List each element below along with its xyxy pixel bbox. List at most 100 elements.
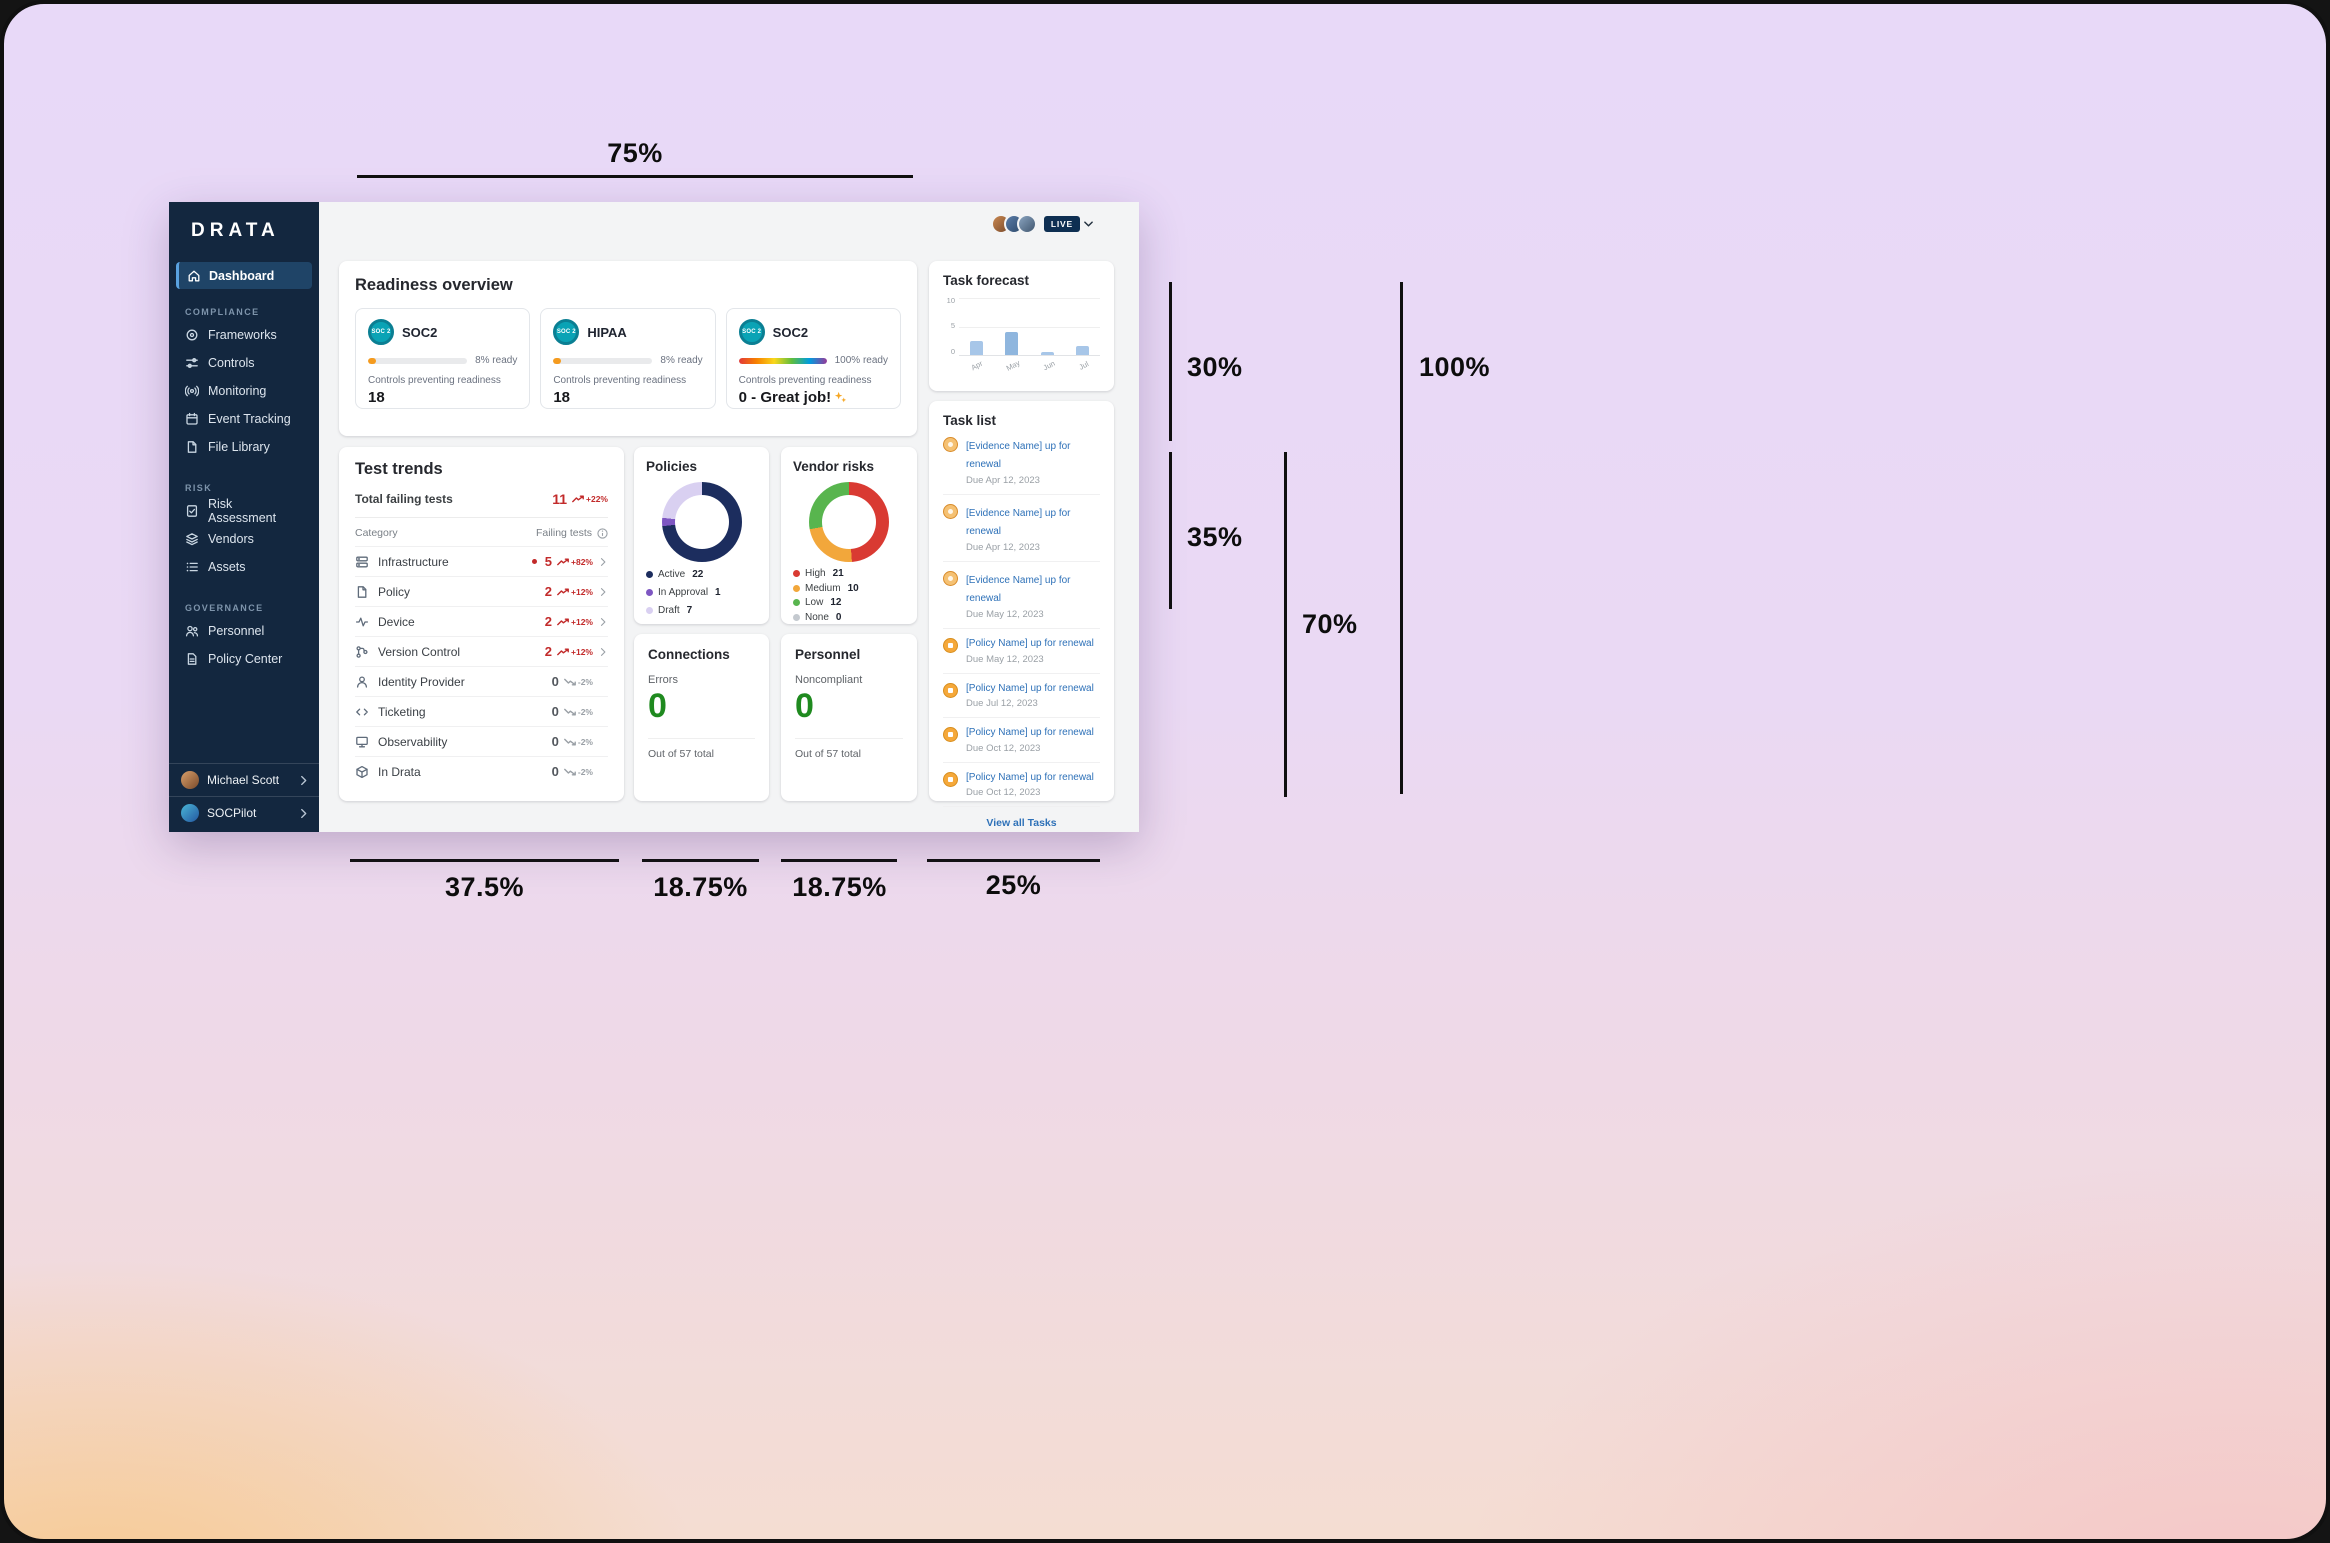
file-icon bbox=[187, 441, 197, 453]
task-link[interactable]: [Evidence Name] up for renewal bbox=[966, 441, 1071, 470]
legend-item-none: None 0 bbox=[793, 612, 905, 623]
table-row-infrastructure[interactable]: Infrastructure 5 +82% bbox=[355, 546, 608, 576]
dimension-line-30 bbox=[1169, 282, 1172, 441]
failing-count: 0 bbox=[551, 764, 559, 779]
policies-donut-chart bbox=[661, 482, 742, 562]
table-row-version-control[interactable]: Version Control 2 +12% bbox=[355, 636, 608, 666]
task-link[interactable]: [Evidence Name] up for renewal bbox=[966, 508, 1071, 537]
failing-count: 2 bbox=[544, 644, 553, 659]
bar bbox=[1075, 346, 1089, 355]
sidebar-section-compliance: COMPLIANCE bbox=[185, 307, 260, 317]
trend-down-icon bbox=[563, 768, 576, 775]
info-icon[interactable] bbox=[597, 527, 608, 539]
policy-icon bbox=[943, 727, 958, 742]
framework-card-soc2-ready[interactable]: SOC 2 SOC2 100% ready Controls preventin… bbox=[725, 308, 901, 409]
due-date: Due Oct 12, 2023 bbox=[966, 742, 1041, 754]
chevron-right-icon[interactable] bbox=[598, 646, 608, 657]
ready-percent-label: 8% ready bbox=[660, 355, 703, 366]
server-icon bbox=[356, 556, 368, 567]
trend-up-indicator: +12% bbox=[557, 587, 593, 597]
sidebar-item-frameworks[interactable]: Frameworks bbox=[169, 321, 319, 349]
sidebar-item-file-library[interactable]: File Library bbox=[169, 433, 319, 461]
file-icon bbox=[357, 585, 367, 598]
trend-down-indicator: -2% bbox=[563, 737, 593, 747]
task-link[interactable]: [Policy Name] up for renewal bbox=[966, 682, 1094, 694]
task-list-card: Task list [Evidence Name] up for renewal… bbox=[929, 401, 1114, 829]
table-row-observability[interactable]: Observability 0 -2% bbox=[355, 726, 608, 756]
chevron-right-icon[interactable] bbox=[598, 616, 608, 627]
card-title: Task list bbox=[943, 413, 997, 428]
sidebar-item-personnel[interactable]: Personnel bbox=[169, 617, 319, 645]
readiness-caption: Controls preventing readiness bbox=[553, 375, 687, 386]
code-icon bbox=[356, 708, 368, 715]
column-failing-tests: Failing tests bbox=[535, 527, 592, 539]
person-icon bbox=[356, 675, 368, 688]
framework-card-soc2[interactable]: SOC 2 SOC2 8% ready Controls preventing … bbox=[355, 308, 531, 409]
sliders-icon bbox=[186, 358, 198, 368]
sidebar-item-event-tracking[interactable]: Event Tracking bbox=[169, 405, 319, 433]
sidebar-item-controls[interactable]: Controls bbox=[169, 349, 319, 377]
sidebar-item-dashboard[interactable]: Dashboard bbox=[176, 262, 312, 289]
sidebar-item-assets[interactable]: Assets bbox=[169, 553, 319, 581]
socpilot-menu[interactable]: SOCPilot bbox=[169, 796, 319, 829]
test-trends-card: Test trends Total failing tests 11 +22% … bbox=[339, 447, 624, 801]
user-menu-michael-scott[interactable]: Michael Scott bbox=[169, 763, 319, 796]
due-date: Due May 12, 2023 bbox=[966, 653, 1044, 665]
task-link[interactable]: [Evidence Name] up for renewal bbox=[966, 575, 1071, 604]
legend-dot bbox=[793, 613, 800, 621]
chevron-down-icon[interactable] bbox=[1084, 221, 1093, 227]
table-row-identity-provider[interactable]: Identity Provider 0 -2% bbox=[355, 666, 608, 696]
sidebar-item-policy-center[interactable]: Policy Center bbox=[169, 645, 319, 673]
table-row-in-drata[interactable]: In Drata 0 -2% bbox=[355, 756, 608, 786]
bars bbox=[959, 298, 1100, 355]
trend-up-icon bbox=[557, 618, 569, 625]
main-content: LIVE Readiness overview SOC 2 SOC2 8% re… bbox=[319, 202, 1139, 832]
policies-card: Policies Active 22 In Approval 1 Draft 7 bbox=[634, 447, 769, 624]
policy-icon bbox=[943, 638, 958, 653]
sidebar-item-monitoring[interactable]: Monitoring bbox=[169, 377, 319, 405]
table-row-device[interactable]: Device 2 +12% bbox=[355, 606, 608, 636]
legend-dot bbox=[793, 570, 800, 577]
dimension-label-top: 75% bbox=[607, 138, 663, 168]
trend-down-icon bbox=[563, 678, 576, 685]
task-link[interactable]: [Policy Name] up for renewal bbox=[966, 638, 1094, 649]
compass-icon bbox=[186, 329, 198, 341]
task-link[interactable]: [Policy Name] up for renewal bbox=[966, 727, 1094, 738]
failing-count: 2 bbox=[544, 614, 553, 629]
table-row-policy[interactable]: Policy 2 +12% bbox=[355, 576, 608, 606]
trend-down-icon bbox=[563, 738, 576, 745]
card-title: Test trends bbox=[355, 460, 443, 478]
card-title: Readiness overview bbox=[355, 276, 513, 294]
framework-name: SOC2 bbox=[402, 324, 438, 340]
dimension-label-25: 25% bbox=[985, 870, 1042, 900]
sidebar-item-risk-assessment[interactable]: Risk Assessment bbox=[169, 497, 319, 525]
due-date: Due Apr 12, 2023 bbox=[966, 475, 1040, 486]
chevron-right-icon bbox=[301, 808, 307, 818]
task-link[interactable]: [Policy Name] up for renewal bbox=[966, 771, 1094, 783]
list-item: [Evidence Name] up for renewal Due Apr 1… bbox=[943, 428, 1100, 495]
task-check-icon bbox=[186, 505, 198, 517]
list-icon bbox=[186, 562, 198, 572]
table-row-ticketing[interactable]: Ticketing 0 -2% bbox=[355, 696, 608, 726]
dimension-line-37-5 bbox=[350, 859, 619, 862]
dimension-label-35: 35% bbox=[1187, 522, 1243, 552]
avatar[interactable] bbox=[1016, 214, 1037, 234]
sidebar-item-vendors[interactable]: Vendors bbox=[169, 525, 319, 553]
bar bbox=[1040, 352, 1054, 355]
legend-dot bbox=[793, 599, 800, 606]
home-icon bbox=[188, 270, 200, 281]
live-badge[interactable]: LIVE bbox=[1043, 216, 1080, 232]
chevron-right-icon[interactable] bbox=[598, 556, 608, 567]
soc2-badge-icon: SOC 2 bbox=[368, 319, 394, 345]
dimension-line-70 bbox=[1284, 452, 1287, 797]
trend-down-indicator: -2% bbox=[563, 767, 593, 777]
list-item: [Evidence Name] up for renewal Due Apr 1… bbox=[943, 495, 1100, 562]
chevron-right-icon[interactable] bbox=[598, 586, 608, 597]
framework-card-hipaa[interactable]: SOC 2 HIPAA 8% ready Controls preventing… bbox=[540, 308, 716, 409]
trend-up-indicator: +12% bbox=[557, 617, 593, 627]
legend-item-active: Active 22 bbox=[646, 569, 757, 580]
view-all-tasks-link[interactable]: View all Tasks bbox=[986, 817, 1057, 829]
readiness-progress-bar bbox=[738, 357, 827, 364]
legend-item-medium: Medium 10 bbox=[793, 583, 905, 594]
